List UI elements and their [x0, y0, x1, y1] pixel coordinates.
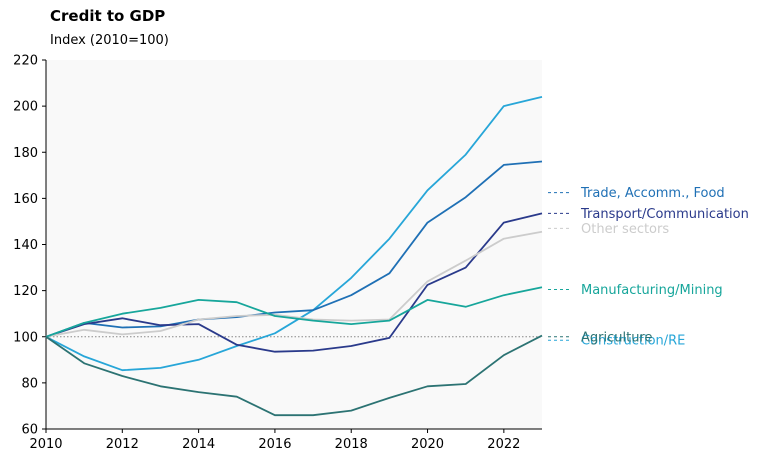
y-tick-label: 120 [13, 284, 38, 299]
y-tick-label: 220 [13, 54, 38, 69]
x-tick-label: 2016 [258, 437, 291, 452]
series-line [45, 212, 543, 353]
series-label: Transport/Communication [580, 207, 749, 222]
series-line [45, 160, 543, 338]
chart-title: Credit to GDP [50, 7, 166, 25]
y-tick-label: 140 [13, 238, 38, 253]
series-label: Manufacturing/Mining [581, 283, 723, 298]
y-tick-label: 80 [21, 376, 38, 391]
chart-subtitle: Index (2010=100) [50, 33, 169, 48]
y-tick-label: 200 [13, 100, 38, 115]
series-line [45, 230, 543, 338]
x-tick-label: 2014 [182, 437, 215, 452]
y-tick-label: 180 [13, 146, 38, 161]
series-line [45, 96, 543, 372]
y-tick-label: 60 [21, 423, 38, 438]
series-label: Construction/RE [581, 334, 685, 349]
x-tick-label: 2020 [411, 437, 444, 452]
x-tick-label: 2018 [335, 437, 368, 452]
x-tick-label: 2010 [29, 437, 62, 452]
series-label: Other sectors [581, 222, 669, 237]
series-label: Trade, Accomm., Food [580, 186, 725, 201]
y-tick-label: 160 [13, 192, 38, 207]
y-tick-label: 100 [13, 330, 38, 345]
x-tick-label: 2012 [106, 437, 139, 452]
x-tick-label: 2022 [487, 437, 520, 452]
series-label: Agriculture [581, 330, 653, 345]
series-line [45, 286, 543, 338]
series-line [45, 334, 543, 417]
plot-area [46, 60, 542, 429]
